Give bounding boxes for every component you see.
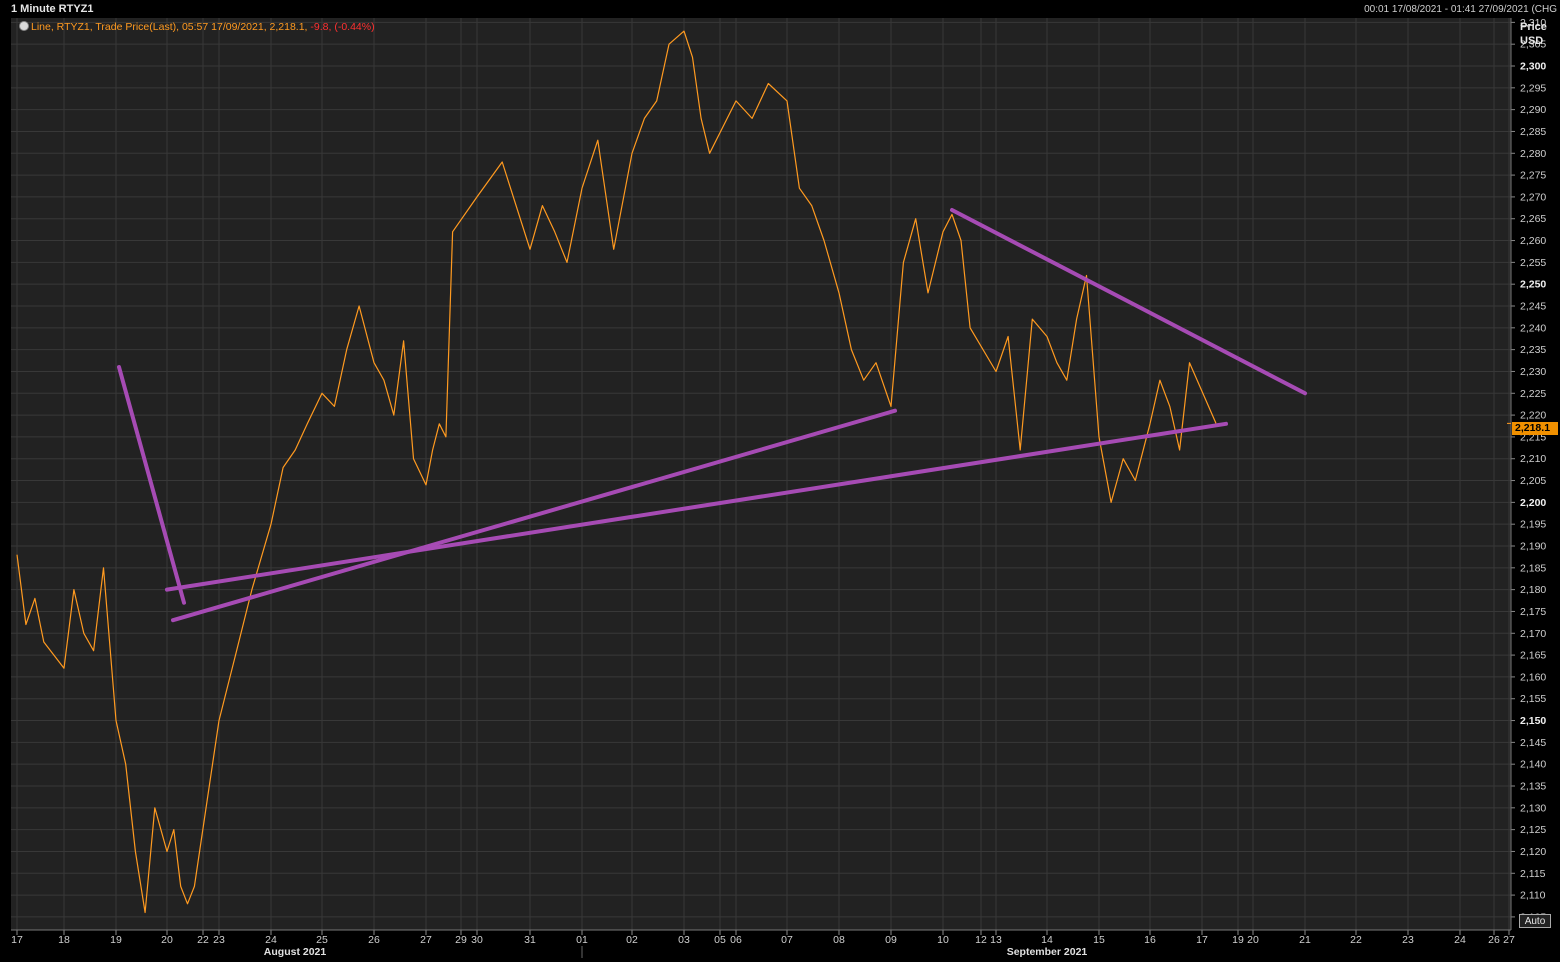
x-tick-label: 26	[368, 934, 380, 946]
x-tick-label: 18	[58, 934, 70, 946]
y-tick-label: 2,255	[1520, 257, 1546, 269]
trend-line	[165, 421, 1228, 592]
y-tick-label: 2,235	[1520, 344, 1546, 356]
y-tick-label: 2,195	[1520, 519, 1546, 531]
y-tick-label: 2,265	[1520, 213, 1546, 225]
x-tick-label: 14	[1041, 934, 1053, 946]
y-tick-label: 2,310	[1520, 17, 1546, 29]
y-tick-label: 2,150	[1520, 715, 1546, 727]
y-tick-label: 2,205	[1520, 475, 1546, 487]
x-tick-label: 17	[1196, 934, 1208, 946]
x-tick-label: 05	[714, 934, 726, 946]
x-tick-label: 16	[1144, 934, 1156, 946]
series-legend[interactable]: Line, RTYZ1, Trade Price(Last), 05:57 17…	[19, 21, 375, 33]
x-tick-label: 19	[1232, 934, 1244, 946]
x-tick-label: 06	[730, 934, 742, 946]
y-tick-label: 2,220	[1520, 410, 1546, 422]
y-tick-label: 2,165	[1520, 650, 1546, 662]
y-tick-label: 2,210	[1520, 453, 1546, 465]
x-tick-label: 03	[678, 934, 690, 946]
price-axis-title: Price	[1520, 21, 1547, 33]
y-tick-label: 2,230	[1520, 366, 1546, 378]
x-tick-label: 23	[1402, 934, 1414, 946]
x-tick-label: 30	[471, 934, 483, 946]
x-tick-label: 10	[937, 934, 949, 946]
y-tick-label: 2,120	[1520, 846, 1546, 858]
y-tick-label: 2,175	[1520, 606, 1546, 618]
y-tick-label: 2,185	[1520, 562, 1546, 574]
y-tick-label: 2,290	[1520, 104, 1546, 116]
price-axis-header: Price USD	[1520, 20, 1547, 48]
y-tick-label: 2,125	[1520, 824, 1546, 836]
x-tick-label: 17	[11, 934, 23, 946]
x-tick-label: 22	[1350, 934, 1362, 946]
trend-line	[171, 408, 897, 623]
y-tick-label: 2,250	[1520, 279, 1546, 291]
y-tick-label: 2,160	[1520, 671, 1546, 683]
x-tick-label: 27	[1503, 934, 1515, 946]
x-tick-label: 22	[197, 934, 209, 946]
y-tick-label: 2,110	[1520, 890, 1546, 902]
x-tick-label: 23	[213, 934, 225, 946]
title-bar: 1 Minute RTYZ1 00:01 17/08/2021 - 01:41 …	[0, 0, 1560, 18]
x-tick-label: 20	[161, 934, 173, 946]
y-tick-label: 2,130	[1520, 802, 1546, 814]
plot-area	[11, 18, 1511, 930]
x-tick-label: 21	[1299, 934, 1311, 946]
y-tick-label: 2,300	[1520, 61, 1546, 73]
price-line-series	[16, 30, 1217, 914]
x-tick-label: 27	[420, 934, 432, 946]
x-tick-label: 19	[110, 934, 122, 946]
x-tick-label: 12	[975, 934, 987, 946]
y-tick-label: 2,190	[1520, 541, 1546, 553]
x-tick-label: 15	[1093, 934, 1105, 946]
y-tick-label: 2,280	[1520, 148, 1546, 160]
trend-line	[950, 208, 1307, 396]
y-tick-label: 2,180	[1520, 584, 1546, 596]
y-tick-label: 2,285	[1520, 126, 1546, 138]
y-tick-label: 2,260	[1520, 235, 1546, 247]
legend-change: -9.8, (-0.44%)	[310, 21, 375, 33]
x-tick-label: 09	[885, 934, 897, 946]
y-tick-label: 2,240	[1520, 322, 1546, 334]
auto-scale-button[interactable]: Auto	[1519, 914, 1551, 928]
month-label: September 2021	[1007, 946, 1088, 958]
y-tick-label: 2,295	[1520, 82, 1546, 94]
x-tick-label: 20	[1247, 934, 1259, 946]
x-tick-label: 13	[990, 934, 1002, 946]
y-tick-label: 2,245	[1520, 301, 1546, 313]
price-axis-unit: USD	[1520, 35, 1544, 47]
x-tick-label: 07	[781, 934, 793, 946]
x-tick-label: 08	[833, 934, 845, 946]
x-tick-label: 31	[524, 934, 536, 946]
y-tick-label: 2,225	[1520, 388, 1546, 400]
y-tick-label: 2,200	[1520, 497, 1546, 509]
y-tick-label: 2,170	[1520, 628, 1546, 640]
y-tick-label: 2,275	[1520, 170, 1546, 182]
date-range: 00:01 17/08/2021 - 01:41 27/09/2021 (CHG	[1364, 4, 1557, 15]
globe-icon[interactable]	[19, 21, 29, 31]
x-tick-label: 24	[1454, 934, 1466, 946]
month-label: August 2021	[264, 946, 327, 958]
y-tick-label: 2,135	[1520, 781, 1546, 793]
y-tick-label: 2,140	[1520, 759, 1546, 771]
y-tick-label: 2,145	[1520, 737, 1546, 749]
last-price-tag: 2,218.1	[1512, 422, 1558, 435]
x-tick-label: 02	[626, 934, 638, 946]
y-tick-label: 2,305	[1520, 39, 1546, 51]
x-tick-label: 26	[1488, 934, 1500, 946]
x-tick-label: 24	[265, 934, 277, 946]
y-tick-label: 2,270	[1520, 191, 1546, 203]
y-tick-label: 2,115	[1520, 868, 1546, 880]
legend-text: Line, RTYZ1, Trade Price(Last), 05:57 17…	[31, 21, 311, 33]
y-tick-label: 2,155	[1520, 693, 1546, 705]
chart-title: 1 Minute RTYZ1	[11, 3, 94, 15]
x-tick-label: 01	[576, 934, 588, 946]
x-tick-label: 25	[316, 934, 328, 946]
x-tick-label: 29	[455, 934, 467, 946]
trend-line	[117, 365, 186, 605]
